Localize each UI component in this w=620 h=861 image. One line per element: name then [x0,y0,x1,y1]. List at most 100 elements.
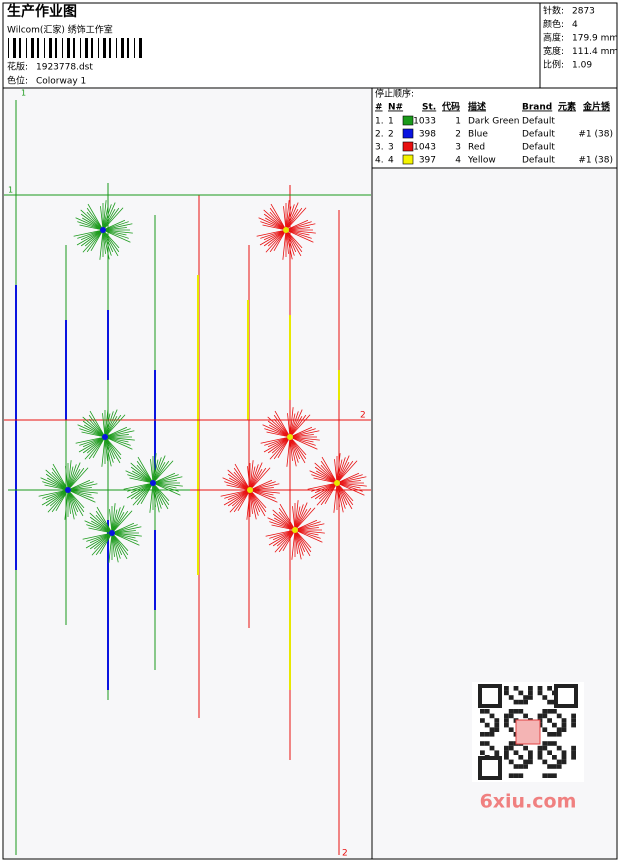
stitch-line [67,489,75,520]
stitch-line [294,507,316,531]
bar [62,38,63,58]
qr-cell [537,755,543,760]
stitch-line [102,206,109,231]
stitch-line [263,436,291,453]
stitch-line [314,466,338,484]
stitch-line [272,529,296,547]
qr-cell [518,690,524,696]
stitch-line [294,519,318,531]
qr-cell [489,727,495,732]
stitch-line [152,482,170,502]
column-header: 元素 [558,101,576,113]
qr-cell [561,722,567,728]
stitch-line [102,209,116,231]
stitch-line [285,202,299,231]
stitch-line [104,416,118,438]
stitch-line [292,506,296,531]
qr-cell [484,741,490,746]
stitch-line [88,436,106,460]
stitch-line [152,480,177,484]
stitch-line [224,489,251,499]
stitch-line [86,211,104,231]
qr-cell [480,709,485,714]
stitch-line [45,489,69,501]
flower-center [65,487,71,493]
stitch-line [289,436,297,467]
stitch-line [294,529,302,560]
stitch-line [44,484,69,491]
stitch-line [289,436,320,441]
stitch-line [227,489,251,501]
stitch-line [92,436,106,458]
stitch-line [294,507,312,531]
qr-cell [508,745,514,751]
stitch-line [267,420,291,438]
qr-cell [547,741,552,746]
stitch-line [249,489,267,509]
stitch-line [111,532,136,539]
stitch-line [311,482,338,492]
stitch-line [45,473,69,491]
stat-value: 2873 [572,7,595,17]
stitch-line [111,507,121,534]
stitch-line [222,477,251,491]
stitch-line [249,479,273,491]
qr-code [472,682,584,782]
stitch-line [86,532,113,542]
stitch-line [102,229,127,236]
stitch-line [95,510,113,534]
stitch-line [289,436,301,460]
qr-cell [494,718,500,723]
stitch-line [104,411,114,438]
bar [49,38,52,58]
qr-cell [480,718,485,723]
stitch-line [336,480,361,484]
stitch-line [285,229,303,253]
qr-cell [484,722,490,728]
stitch-line [336,482,365,496]
stitch-line [249,462,263,491]
stitch-line [67,462,81,491]
stitch-line [269,529,296,539]
stitch-line [75,217,104,231]
stop-title: 停止顺序: [375,88,414,100]
stitch-line [152,482,183,487]
qr-cell [523,764,528,769]
stitch-line [134,482,154,500]
stitch-line [234,463,251,491]
stitch-line [289,430,320,438]
stat-label: 颜色: [543,18,564,30]
qr-cell [542,713,548,719]
stitch-line [336,453,341,484]
stitch-line [291,529,296,560]
stitch-line [336,472,360,484]
stitch-line [152,482,181,496]
stitch-line [294,529,319,536]
stitch-line [76,229,104,246]
stitch-line [41,489,69,506]
stitch-line [111,512,125,534]
stitch-line [233,467,251,491]
stitch-line [82,217,104,231]
stitch-line [79,436,106,446]
stitch-line [86,436,106,454]
stitch-line [231,489,251,507]
bar [80,38,81,58]
stitch-line [104,409,118,438]
stitch-line [336,460,354,484]
stitch-line [111,524,138,534]
stitch-line [99,229,104,260]
stitch-line [246,489,251,520]
stitch-line [137,456,154,484]
stitch-line [265,217,287,231]
stitch-line [67,479,91,491]
stitch-line [67,467,85,491]
stitch-line [111,510,129,534]
stitch-line [294,502,308,531]
stitch-line [336,482,361,489]
stitch-line [285,229,297,253]
qr-cell [552,709,557,714]
stitch-line [104,436,122,456]
stitch-line [67,469,81,491]
qr-cell [547,709,552,714]
